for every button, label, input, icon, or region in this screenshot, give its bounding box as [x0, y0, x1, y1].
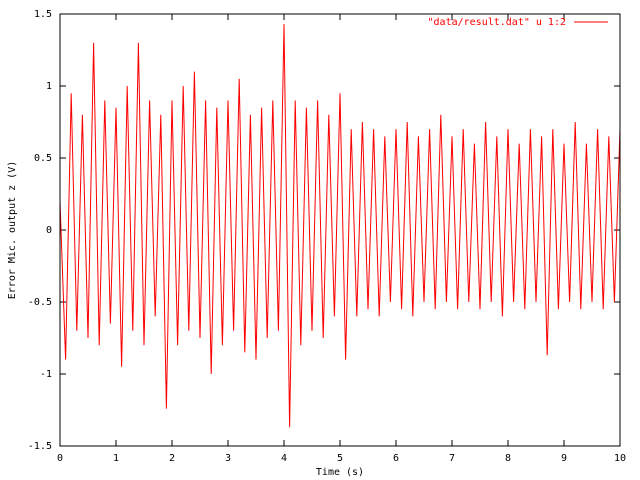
plot-border	[59, 13, 621, 447]
x-tick-label: 4	[281, 453, 287, 464]
x-tick-label: 3	[225, 453, 231, 464]
x-tick-label: 10	[614, 453, 626, 464]
y-tick-label: 0	[46, 225, 52, 236]
y-tick-label: 1	[46, 81, 52, 92]
y-tick-label: -0.5	[28, 297, 52, 308]
x-tick-label: 0	[57, 453, 63, 464]
y-tick-label: 1.5	[34, 9, 52, 20]
y-tick-label: -1	[40, 369, 52, 380]
x-tick-label: 2	[169, 453, 175, 464]
series-line	[59, 24, 621, 428]
y-tick-label: 0.5	[34, 153, 52, 164]
x-tick-label: 7	[449, 453, 455, 464]
x-tick-label: 8	[505, 453, 511, 464]
x-tick-label: 5	[337, 453, 343, 464]
x-tick-label: 6	[393, 453, 399, 464]
y-axis-label: Error Mic. output z (V)	[7, 161, 18, 299]
x-axis-label: Time (s)	[316, 467, 364, 478]
x-tick-label: 1	[113, 453, 119, 464]
x-tick-label: 9	[561, 453, 567, 464]
legend-label: "data/result.dat" u 1:2	[428, 17, 566, 28]
y-tick-label: -1.5	[28, 441, 52, 452]
